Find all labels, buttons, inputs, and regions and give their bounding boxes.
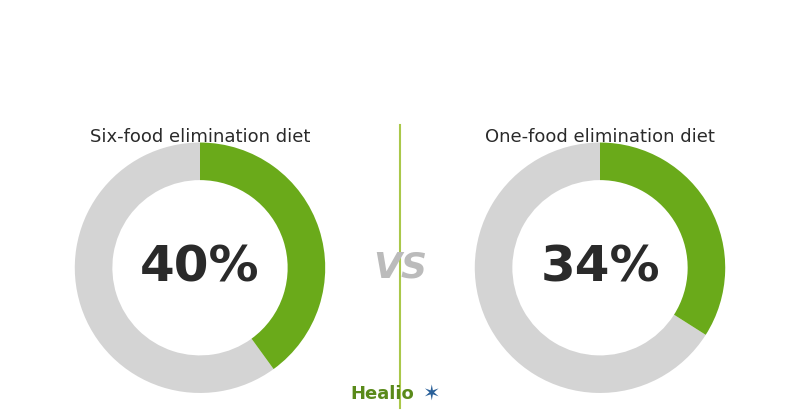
Wedge shape <box>474 142 706 393</box>
Text: 40%: 40% <box>140 244 260 292</box>
Text: eosinophilic esophagitis who underwent:: eosinophilic esophagitis who underwent: <box>152 80 648 100</box>
Text: VS: VS <box>373 251 427 285</box>
Wedge shape <box>74 142 274 393</box>
Text: ✶: ✶ <box>422 384 439 404</box>
Text: One-food elimination diet: One-food elimination diet <box>485 128 715 146</box>
Wedge shape <box>600 142 726 335</box>
Text: Histological remission among patients with: Histological remission among patients wi… <box>138 34 662 54</box>
Text: 34%: 34% <box>540 244 660 292</box>
Wedge shape <box>200 142 326 369</box>
Text: Healio: Healio <box>350 385 414 403</box>
Text: Six-food elimination diet: Six-food elimination diet <box>90 128 310 146</box>
